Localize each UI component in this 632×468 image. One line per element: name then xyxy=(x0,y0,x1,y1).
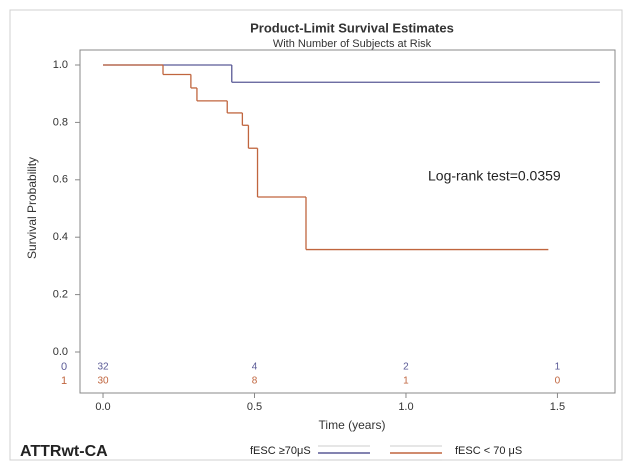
x-tick-label: 1.0 xyxy=(398,401,413,413)
at-risk-count: 32 xyxy=(97,362,109,373)
y-tick-label: 1.0 xyxy=(53,59,68,71)
at-risk-group: 0 xyxy=(61,361,67,373)
y-tick-label: 0.2 xyxy=(53,289,68,301)
y-axis-label: Survival Probability xyxy=(25,157,39,259)
at-risk-count: 1 xyxy=(555,362,561,373)
legend-label: fESC < 70 μS xyxy=(455,445,522,457)
y-tick-label: 0.0 xyxy=(53,346,68,358)
x-tick-label: 0.5 xyxy=(247,401,262,413)
outer-border xyxy=(9,9,623,461)
y-tick-label: 0.8 xyxy=(53,116,68,128)
chart-title: Product-Limit Survival Estimates xyxy=(250,20,454,35)
legend-label: fESC ≥70μS xyxy=(250,445,311,457)
annotation: Log-rank test=0.0359 xyxy=(428,168,561,184)
at-risk-count: 8 xyxy=(252,376,258,387)
at-risk-count: 0 xyxy=(555,376,561,387)
chart-subtitle: With Number of Subjects at Risk xyxy=(273,38,432,50)
y-tick-label: 0.6 xyxy=(53,174,68,186)
plot-frame xyxy=(79,49,616,394)
y-tick-label: 0.4 xyxy=(53,231,68,243)
at-risk-group: 1 xyxy=(61,375,67,387)
at-risk-count: 4 xyxy=(252,362,258,373)
at-risk-count: 1 xyxy=(403,376,409,387)
at-risk-count: 30 xyxy=(97,376,109,387)
x-tick-label: 1.5 xyxy=(550,401,565,413)
x-axis-label: Time (years) xyxy=(319,418,386,432)
panel-label: ATTRwt-CA xyxy=(20,443,108,460)
x-tick-label: 0.0 xyxy=(95,401,110,413)
at-risk-count: 2 xyxy=(403,362,409,373)
